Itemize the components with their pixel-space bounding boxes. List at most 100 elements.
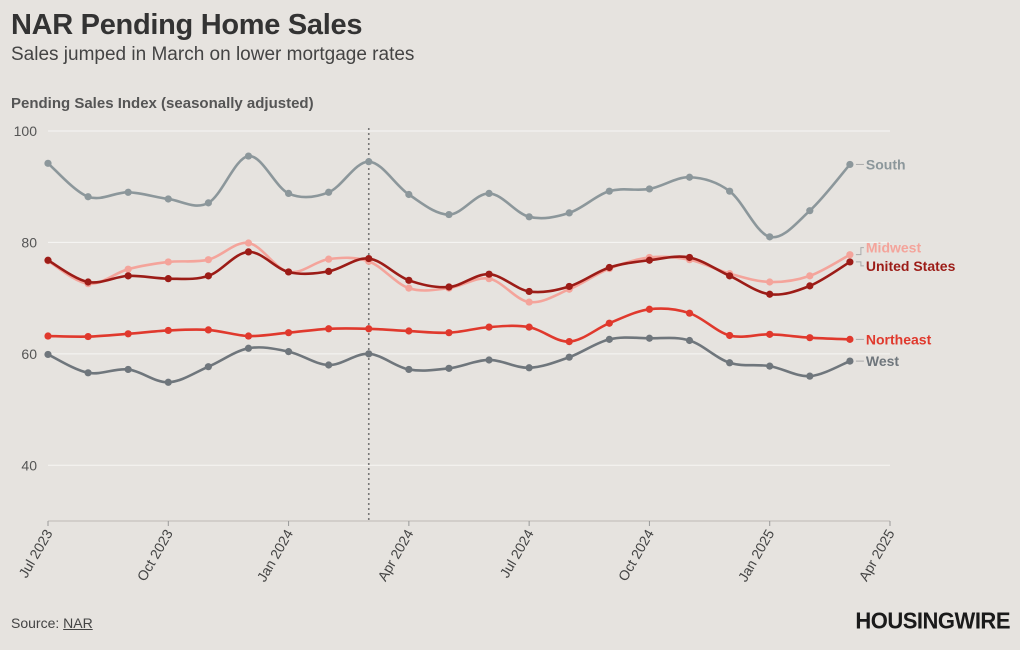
data-point-united-states [164,275,172,283]
data-point-south [244,152,253,160]
data-point-south [726,187,734,195]
y-axis-title: Pending Sales Index (seasonally adjusted… [11,95,314,112]
data-point-south [44,159,52,167]
data-point-west [846,357,854,365]
x-tick-label: Apr 2025 [855,526,897,583]
data-point-united-states [645,256,654,264]
data-point-united-states [405,276,413,284]
label-leader-midwest [855,247,864,256]
data-point-northeast [445,329,453,337]
data-point-south [204,199,212,207]
data-point-united-states [806,282,814,290]
data-point-west [84,369,92,377]
series-label-united-states: United States [866,258,956,274]
line-chart: 40 60 80 100 Jul 2023 Oct 2023 Jan 2024 Apr 202… [14,123,956,584]
data-point-midwest [244,239,253,247]
data-point-west [284,348,293,356]
data-point-west [766,362,774,370]
y-tick-label: 60 [21,346,37,362]
data-point-west [525,364,533,372]
data-point-midwest [405,284,413,292]
x-tick-label: Jan 2025 [735,526,778,584]
data-point-midwest [325,255,333,263]
data-point-northeast [204,326,212,334]
data-point-united-states [445,283,453,291]
data-point-northeast [726,331,734,340]
data-point-northeast [244,332,253,340]
data-point-west [645,334,654,342]
x-tick-label: Oct 2023 [134,526,176,583]
data-point-south [685,173,694,181]
data-point-northeast [164,326,172,335]
data-point-united-states [365,254,373,263]
x-tick-label: Apr 2024 [374,526,416,583]
data-point-south [485,189,493,197]
data-point-south [284,189,293,197]
data-point-northeast [365,325,373,333]
data-point-northeast [124,330,132,338]
data-point-united-states [325,267,333,275]
x-tick-label: Jul 2024 [496,526,536,580]
data-point-northeast [325,325,333,333]
data-point-west [204,363,212,371]
data-point-united-states [685,253,694,262]
data-point-west [44,350,52,359]
data-point-south [605,187,613,195]
data-point-midwest [525,298,533,306]
data-point-northeast [806,334,814,342]
data-point-northeast [605,319,613,327]
data-point-united-states [84,278,92,286]
data-point-united-states [204,272,212,280]
data-point-south [525,213,533,221]
data-point-south [565,209,573,217]
data-point-west [485,356,493,364]
data-point-northeast [44,332,52,340]
y-tick-label: 80 [21,234,37,250]
series-label-northeast: Northeast [866,331,932,347]
data-point-south [164,195,172,203]
data-point-midwest [204,256,212,264]
data-point-northeast [84,332,92,341]
y-tick-label: 40 [21,457,37,473]
data-point-midwest [124,265,132,273]
data-point-south [846,160,854,169]
data-point-northeast [766,330,774,338]
series-label-south: South [866,156,906,172]
data-point-west [605,335,613,343]
source-note: Source: NAR [11,615,93,631]
series-label-midwest: Midwest [866,240,922,256]
data-point-south [365,158,373,166]
data-point-west [365,350,373,358]
data-point-south [645,185,654,193]
chart-title: NAR Pending Home Sales [11,9,363,41]
data-point-northeast [525,323,533,331]
housingwire-logo: HOUSINGWIRE [855,607,1010,634]
data-point-united-states [525,287,533,296]
data-point-south [325,188,333,196]
data-point-northeast [846,335,854,343]
source-link[interactable]: NAR [63,615,93,631]
data-point-west [164,378,172,386]
label-leader-united-states [855,261,864,267]
data-point-midwest [766,278,774,286]
data-point-west [806,372,814,380]
data-point-united-states [846,258,854,266]
data-point-west [565,353,573,361]
data-point-united-states [124,272,132,280]
data-point-northeast [284,329,293,337]
data-point-united-states [485,270,493,278]
data-point-west [405,365,413,374]
data-point-south [84,193,92,201]
y-tick-label: 100 [14,123,38,139]
data-point-west [726,359,734,367]
data-point-united-states [244,248,253,256]
data-point-midwest [164,258,172,266]
data-point-south [405,190,413,199]
x-tick-label: Oct 2024 [615,526,657,583]
data-point-northeast [645,305,654,313]
data-point-south [445,210,453,219]
data-point-united-states [565,282,573,291]
data-point-united-states [766,290,774,298]
source-prefix: Source: [11,615,64,631]
data-point-midwest [806,272,814,280]
